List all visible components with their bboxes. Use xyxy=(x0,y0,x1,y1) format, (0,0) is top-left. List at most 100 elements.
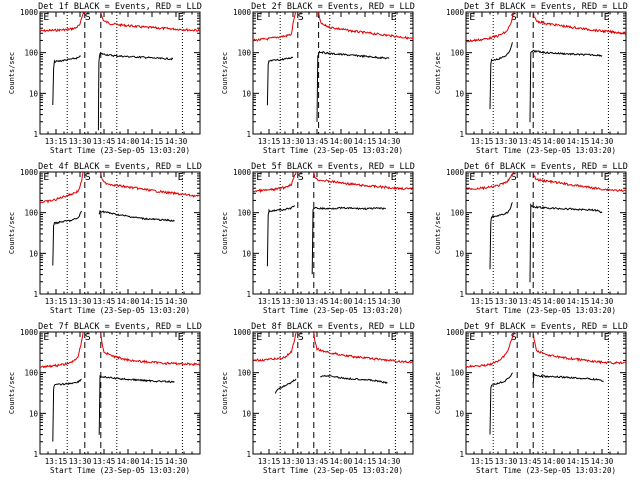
x-tick-label: 14:15 xyxy=(354,457,377,466)
events-series-line xyxy=(320,374,388,385)
panel-6: Det 6f BLACK = Events, RED = LLD 1 10 100 10… xyxy=(434,162,628,315)
x-tick-label: 14:30 xyxy=(378,297,401,306)
x-tick-label: 13:45 xyxy=(519,297,542,306)
panel-title: Det 9f BLACK = Events, RED = LLD xyxy=(464,322,628,332)
y-tick-label: 10 xyxy=(242,249,252,258)
plot-frame xyxy=(39,171,201,295)
marker-e: E xyxy=(43,12,49,23)
events-series-line xyxy=(52,210,83,266)
panel-title: Det 5f BLACK = Events, RED = LLD xyxy=(251,162,415,172)
x-tick-label: 14:15 xyxy=(567,137,590,146)
lld-series-line xyxy=(532,331,627,365)
x-tick-label: 13:30 xyxy=(282,457,305,466)
x-tick-label: 13:30 xyxy=(69,137,92,146)
marker-e: E xyxy=(256,12,262,23)
lld-series-line xyxy=(465,11,515,43)
marker-e: E xyxy=(178,332,184,343)
x-tick-label: 13:15 xyxy=(45,137,68,146)
y-tick-label: 1000 xyxy=(20,168,39,177)
y-axis-label: Counts/sec xyxy=(8,52,16,94)
marker-e: E xyxy=(604,332,610,343)
events-series-line xyxy=(489,372,513,435)
x-tick-label: 13:45 xyxy=(306,297,329,306)
x-axis-label: Start Time (23-Sep-05 13:03:20) xyxy=(263,146,403,155)
x-tick-label: 13:45 xyxy=(306,137,329,146)
marker-s: S xyxy=(298,332,304,343)
x-tick-label: 14:15 xyxy=(567,457,590,466)
marker-e: E xyxy=(43,332,49,343)
y-tick-label: 10 xyxy=(242,409,252,418)
panel-4: Det 4f BLACK = Events, RED = LLD 1 10 100 10… xyxy=(8,162,202,315)
x-tick-label: 13:45 xyxy=(93,457,116,466)
lld-series-line xyxy=(465,331,515,369)
events-series-line xyxy=(529,49,603,123)
y-axis-label: Counts/sec xyxy=(434,372,442,414)
x-tick-label: 14:15 xyxy=(354,137,377,146)
y-tick-label: 1 xyxy=(246,450,251,459)
marker-e: E xyxy=(178,172,184,183)
lld-series-line xyxy=(252,11,297,42)
x-tick-label: 14:00 xyxy=(330,297,353,306)
plot-frame xyxy=(39,331,201,455)
x-tick-label: 14:00 xyxy=(543,137,566,146)
x-tick-label: 14:30 xyxy=(591,297,614,306)
x-axis-label: Start Time (23-Sep-05 13:03:20) xyxy=(476,146,616,155)
y-tick-label: 100 xyxy=(24,209,38,218)
lld-series-line xyxy=(39,331,84,369)
marker-e: E xyxy=(391,332,397,343)
x-tick-label: 14:00 xyxy=(117,457,140,466)
x-tick-label: 14:00 xyxy=(330,137,353,146)
x-tick-label: 13:30 xyxy=(282,297,305,306)
x-tick-label: 13:15 xyxy=(258,457,281,466)
y-tick-label: 1 xyxy=(459,130,464,139)
marker-e: E xyxy=(256,172,262,183)
panel-title: Det 1f BLACK = Events, RED = LLD xyxy=(38,2,202,12)
marker-s: S xyxy=(511,12,517,23)
y-tick-label: 1 xyxy=(246,290,251,299)
panel-7: Det 7f BLACK = Events, RED = LLD 1 10 100 10… xyxy=(8,322,202,475)
panel-title: Det 4f BLACK = Events, RED = LLD xyxy=(38,162,202,172)
x-tick-label: 14:30 xyxy=(165,457,188,466)
y-tick-label: 10 xyxy=(455,89,465,98)
marker-e: E xyxy=(604,12,610,23)
x-tick-label: 14:30 xyxy=(378,137,401,146)
x-axis-label: Start Time (23-Sep-05 13:03:20) xyxy=(50,146,190,155)
y-tick-label: 100 xyxy=(450,369,464,378)
marker-s: S xyxy=(298,12,304,23)
y-axis-label: Counts/sec xyxy=(221,212,229,254)
x-tick-label: 13:30 xyxy=(69,297,92,306)
lld-series-line xyxy=(39,11,86,33)
y-tick-label: 1000 xyxy=(20,8,39,17)
y-axis-label: Counts/sec xyxy=(434,212,442,254)
x-axis-label: Start Time (23-Sep-05 13:03:20) xyxy=(263,306,403,315)
y-tick-label: 10 xyxy=(29,89,39,98)
marker-e: E xyxy=(469,12,475,23)
y-tick-label: 1000 xyxy=(446,8,465,17)
y-tick-label: 1000 xyxy=(20,328,39,337)
panel-5: Det 5f BLACK = Events, RED = LLD 1 10 100 10… xyxy=(221,162,415,315)
marker-e: E xyxy=(469,172,475,183)
lld-series-line xyxy=(252,171,297,194)
marker-s: S xyxy=(511,172,517,183)
lld-series-line xyxy=(313,172,414,191)
x-tick-label: 14:15 xyxy=(141,137,164,146)
x-tick-label: 13:15 xyxy=(45,457,68,466)
events-series-line xyxy=(316,50,390,122)
y-tick-label: 100 xyxy=(450,209,464,218)
lld-series-line xyxy=(252,331,297,362)
panel-8: Det 8f BLACK = Events, RED = LLD 1 10 100 10… xyxy=(221,322,415,475)
x-tick-label: 13:45 xyxy=(306,457,329,466)
events-series-line xyxy=(489,42,513,110)
x-tick-label: 14:00 xyxy=(330,457,353,466)
y-tick-label: 100 xyxy=(450,49,464,58)
x-axis-label: Start Time (23-Sep-05 13:03:20) xyxy=(476,306,616,315)
x-tick-label: 14:00 xyxy=(543,297,566,306)
y-tick-label: 10 xyxy=(29,409,39,418)
plot-frame xyxy=(252,331,414,455)
y-tick-label: 1 xyxy=(459,450,464,459)
marker-s: S xyxy=(298,172,304,183)
y-tick-label: 10 xyxy=(455,409,465,418)
y-tick-label: 1000 xyxy=(446,168,465,177)
x-axis-label: Start Time (23-Sep-05 13:03:20) xyxy=(263,466,403,475)
